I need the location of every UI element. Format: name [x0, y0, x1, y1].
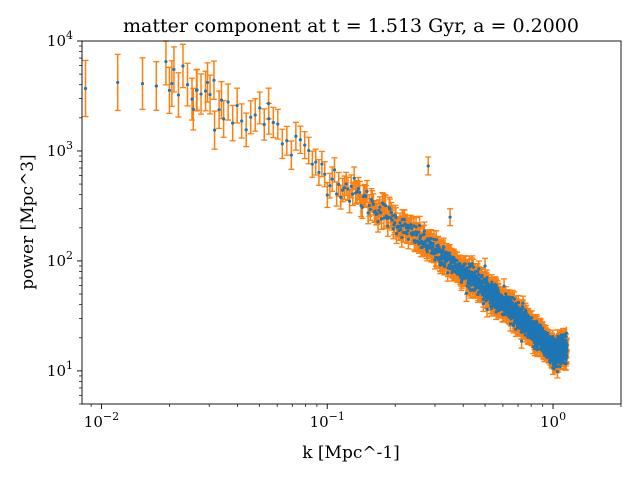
plot-area [82, 40, 570, 379]
